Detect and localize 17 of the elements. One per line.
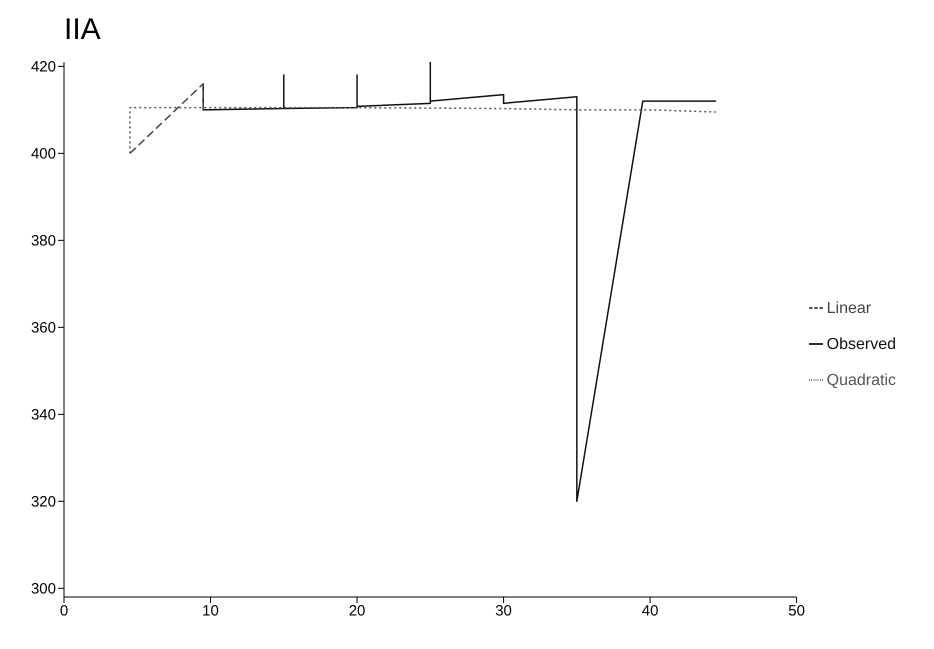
chart-title: IIA	[64, 12, 102, 48]
legend-label: Observed	[826, 336, 896, 352]
legend-label: Quadratic	[826, 372, 896, 388]
y-tick-label: 320	[30, 494, 56, 511]
x-tick-label: 10	[202, 602, 219, 620]
y-tick-label: 340	[30, 406, 56, 424]
y-tick-label: 380	[30, 232, 56, 250]
y-tick-label: 300	[30, 580, 56, 598]
y-tick-label: 400	[30, 146, 56, 163]
x-tick-label: 40	[642, 602, 658, 620]
x-tick-label: 30	[495, 602, 512, 620]
x-tick-label: 20	[348, 602, 366, 620]
y-tick-label: 360	[30, 320, 56, 337]
y-tick-label: 420	[30, 58, 56, 76]
legend-label: Linear	[826, 300, 872, 316]
x-tick-label: 0	[60, 602, 68, 620]
x-tick-label: 50	[788, 602, 805, 620]
